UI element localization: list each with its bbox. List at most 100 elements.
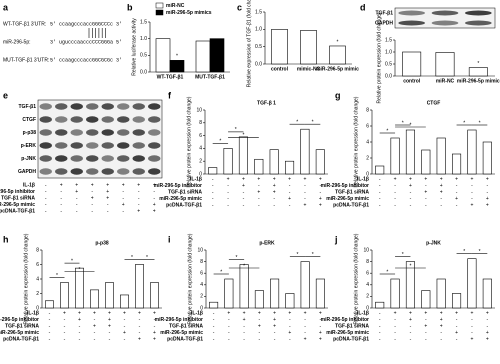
treatment-sign: -: [456, 202, 458, 208]
bar: [155, 38, 171, 73]
treatment-sign: -: [274, 336, 276, 342]
bar: [390, 137, 400, 175]
treatment-sign: -: [456, 323, 458, 329]
blot-band: [431, 10, 459, 16]
treatment-sign: -: [289, 317, 291, 323]
panel-label: e: [3, 90, 8, 100]
bar: [467, 258, 477, 309]
treatment-sign: -: [425, 202, 427, 208]
treatment-sign: -: [212, 202, 214, 208]
treatment-sign: -: [394, 330, 396, 336]
bar: [150, 282, 159, 309]
y-tick-label: 2: [36, 291, 39, 297]
treatment-sign: -: [410, 323, 412, 329]
treatment-sign: -: [228, 330, 230, 336]
treatment-sign: -: [258, 183, 260, 189]
treatment-sign: +: [137, 182, 140, 188]
treatment-sign: +: [304, 336, 307, 342]
significance-mark: *: [402, 252, 404, 258]
treatment-name: miR-296-5p mimic: [0, 202, 35, 208]
bar: [390, 278, 400, 309]
treatment-sign: +: [424, 323, 427, 329]
blot-band: [101, 129, 114, 136]
blot-band: [117, 142, 130, 149]
treatment-sign: -: [259, 336, 261, 342]
treatment-sign: -: [289, 183, 291, 189]
treatment-sign: +: [91, 182, 94, 188]
treatment-sign: -: [64, 317, 66, 323]
significance-mark: *: [242, 133, 244, 139]
treatment-sign: -: [227, 183, 229, 189]
treatment-sign: +: [91, 195, 94, 201]
bar: [254, 290, 264, 309]
blot-band: [70, 168, 83, 175]
blot-band: [86, 129, 99, 136]
y-tick-label: 1.5: [385, 37, 392, 43]
treatment-sign: -: [64, 336, 66, 342]
treatment-sign: -: [138, 195, 140, 201]
treatment-sign: -: [94, 330, 96, 336]
blot-band: [39, 155, 52, 162]
treatment-name: TGF-β1 siRNA: [168, 189, 202, 195]
treatment-sign: -: [107, 208, 109, 214]
y-tick-label: 0: [366, 171, 369, 177]
treatment-sign: -: [410, 189, 412, 195]
significance-mark: *: [176, 54, 178, 60]
treatment-sign: -: [456, 317, 458, 323]
treatment-sign: +: [108, 323, 111, 329]
blot-band: [117, 103, 130, 110]
treatment-sign: -: [471, 189, 473, 195]
bar: [436, 137, 446, 175]
y-tick-label: 1.0: [140, 36, 147, 42]
treatment-sign: +: [93, 323, 96, 329]
treatment-sign: -: [154, 317, 156, 323]
treatment-sign: -: [49, 330, 51, 336]
treatment-sign: -: [228, 336, 230, 342]
treatment-sign: +: [319, 202, 322, 208]
blot-label: GAPDH: [18, 169, 36, 175]
y-tick-label: 0.5: [255, 44, 262, 50]
treatment-sign: -: [138, 202, 140, 208]
bar: [300, 261, 310, 309]
treatment-name: TGF-β1 siRNA: [1, 195, 35, 201]
treatment-sign: +: [455, 310, 458, 316]
blot-band: [86, 142, 99, 149]
treatment-sign: -: [243, 336, 245, 342]
treatment-name: miR-296-5p mimic: [0, 330, 39, 336]
bar: [315, 278, 325, 309]
treatment-sign: -: [379, 336, 381, 342]
significance-mark: *: [79, 267, 81, 273]
treatment-name: pcDNA-TGF-β1: [167, 336, 203, 342]
blot-band: [132, 103, 145, 110]
significance-mark: *: [463, 249, 465, 255]
significance-mark: *: [131, 255, 133, 261]
significance-mark: *: [236, 255, 238, 261]
treatment-sign: -: [425, 336, 427, 342]
treatment-sign: -: [304, 189, 306, 195]
blot-band: [101, 168, 114, 175]
treatment-sign: +: [273, 317, 276, 323]
blot-band: [398, 10, 425, 16]
blot-band: [148, 103, 161, 110]
blot-label: CTGF: [22, 117, 36, 123]
treatment-sign: -: [273, 196, 275, 202]
treatment-sign: -: [212, 196, 214, 202]
treatment-sign: -: [320, 323, 322, 329]
y-tick-label: 4: [366, 139, 369, 145]
bar: [329, 45, 346, 65]
treatment-sign: +: [273, 176, 276, 182]
blot-band: [101, 116, 114, 123]
treatment-sign: -: [243, 189, 245, 195]
treatment-sign: -: [49, 323, 51, 329]
treatment-sign: -: [153, 189, 155, 195]
bar: [75, 267, 84, 309]
treatment-sign: -: [289, 323, 291, 329]
treatment-sign: -: [440, 196, 442, 202]
significance-mark: *: [220, 269, 222, 275]
treatment-sign: -: [486, 323, 488, 329]
treatment-sign: -: [304, 323, 306, 329]
treatment-sign: -: [109, 336, 111, 342]
treatment-sign: +: [440, 323, 443, 329]
treatment-sign: -: [258, 196, 260, 202]
y-tick-label: 0.0: [255, 61, 262, 67]
